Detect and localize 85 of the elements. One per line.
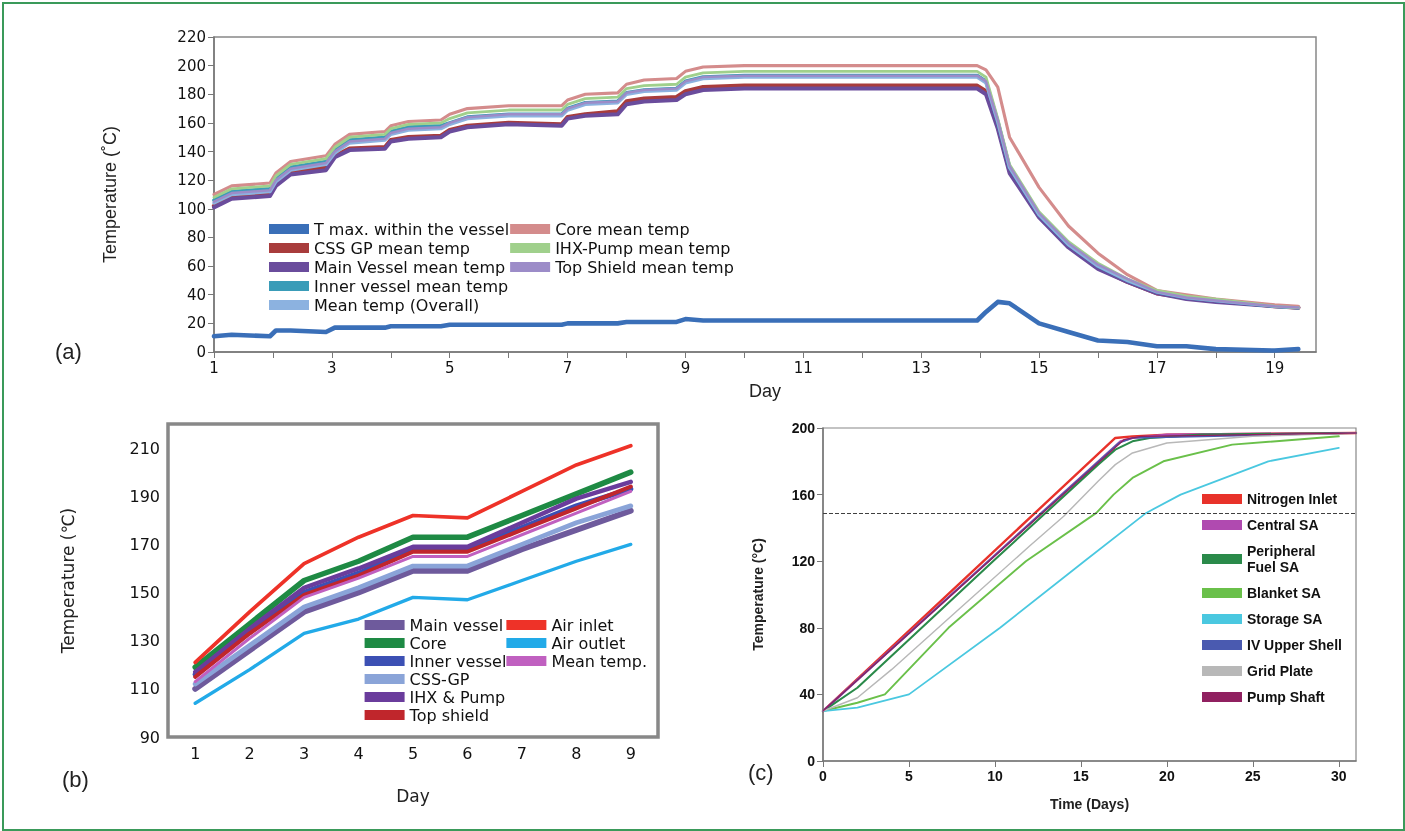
y-axis-title: Temperature (°C) bbox=[750, 538, 766, 651]
y-tick-label: 60 bbox=[186, 257, 206, 276]
x-tick-label: 1 bbox=[209, 358, 219, 377]
legend-label: Central SA bbox=[1247, 517, 1319, 533]
legend-label: Inner vessel bbox=[409, 651, 507, 671]
x-tick-label: 3 bbox=[327, 358, 337, 377]
y-tick-label: 100 bbox=[177, 199, 206, 218]
text: (b) bbox=[62, 766, 89, 792]
x-tick-label: 15 bbox=[1073, 768, 1089, 784]
y-tick-label: 160 bbox=[177, 113, 206, 132]
legend-label: Air outlet bbox=[551, 633, 626, 653]
y-axis-title: Temperature (˚C) bbox=[100, 125, 120, 264]
x-tick-label: 6 bbox=[462, 743, 473, 763]
legend-label: Core mean temp bbox=[555, 219, 690, 239]
y-tick-label: 200 bbox=[791, 420, 816, 436]
y-tick-label: 0 bbox=[196, 343, 206, 361]
x-tick-label: 9 bbox=[625, 743, 636, 763]
y-tick-label: 180 bbox=[177, 85, 206, 104]
legend-label: Blanket SA bbox=[1247, 585, 1321, 601]
y-tick-label: 40 bbox=[799, 686, 816, 703]
y-tick-label: 160 bbox=[791, 486, 816, 503]
y-tick-label: 150 bbox=[129, 583, 160, 603]
y-tick-label: 190 bbox=[129, 486, 160, 506]
y-tick-label: 170 bbox=[129, 534, 160, 554]
line-series bbox=[211, 299, 1301, 353]
legend-label: IHX-Pump mean temp bbox=[555, 238, 731, 258]
x-tick-label: 9 bbox=[680, 358, 691, 377]
y-tick-label: 140 bbox=[177, 142, 206, 161]
y-tick-label: 80 bbox=[186, 228, 206, 247]
x-tick-label: 5 bbox=[407, 743, 419, 763]
y-tick-label: 40 bbox=[186, 285, 206, 304]
x-tick-label: 30 bbox=[1331, 768, 1347, 784]
legend-label: Air inlet bbox=[551, 615, 614, 635]
legend-label: T max. within the vessel bbox=[313, 219, 510, 239]
legend-label: Storage SA bbox=[1247, 611, 1323, 627]
legend-label: Nitrogen Inlet bbox=[1247, 491, 1338, 507]
legend-label: CSS-GP bbox=[409, 669, 470, 689]
x-tick-label: 1 bbox=[190, 743, 201, 763]
y-tick-label: 20 bbox=[186, 314, 206, 333]
y-tick-label: 120 bbox=[791, 553, 816, 570]
x-tick-label: 7 bbox=[562, 358, 573, 377]
y-tick-label: 220 bbox=[177, 28, 206, 46]
legend-label: Peripheral Fuel SA bbox=[1247, 543, 1320, 575]
x-tick-label: 3 bbox=[299, 743, 310, 763]
x-tick-label: 11 bbox=[793, 358, 813, 377]
y-tick-label: 210 bbox=[129, 438, 160, 458]
legend-label: Inner vessel mean temp bbox=[314, 276, 509, 296]
legend-label: Grid Plate bbox=[1247, 663, 1314, 679]
legend-label: CSS GP mean temp bbox=[314, 238, 471, 258]
legend-label: Mean temp. bbox=[551, 651, 647, 671]
legend-label: Main Vessel mean temp bbox=[314, 257, 506, 277]
y-tick-label: 90 bbox=[139, 727, 160, 747]
legend-label: Main vessel bbox=[409, 615, 504, 635]
x-tick-label: 7 bbox=[516, 743, 527, 763]
legend-label: IV Upper Shell bbox=[1247, 637, 1342, 653]
x-tick-label: 25 bbox=[1245, 768, 1261, 784]
x-tick-label: 15 bbox=[1029, 358, 1049, 377]
y-axis-title: Temperature (℃) bbox=[57, 507, 78, 655]
y-tick-label: 120 bbox=[177, 171, 206, 190]
x-tick-label: 10 bbox=[987, 768, 1003, 784]
x-axis-title: Time (Days) bbox=[1049, 796, 1130, 812]
x-axis-title: Day bbox=[748, 381, 782, 401]
x-tick-label: 0 bbox=[819, 768, 828, 784]
x-tick-label: 13 bbox=[911, 358, 931, 377]
legend-label: Top shield bbox=[408, 705, 490, 725]
legend-label: Top Shield mean temp bbox=[554, 257, 734, 277]
legend-label: Core bbox=[409, 633, 447, 653]
y-tick-label: 80 bbox=[799, 619, 816, 636]
y-tick-label: 110 bbox=[129, 679, 160, 699]
x-tick-label: 5 bbox=[905, 768, 914, 784]
x-tick-label: 17 bbox=[1147, 358, 1167, 377]
x-tick-label: 19 bbox=[1265, 358, 1285, 377]
text: (a) bbox=[55, 338, 82, 364]
y-tick-label: 200 bbox=[177, 56, 206, 75]
x-tick-label: 8 bbox=[571, 743, 582, 763]
x-tick-label: 2 bbox=[244, 743, 255, 763]
text: (c) bbox=[748, 759, 774, 785]
x-tick-label: 5 bbox=[444, 358, 455, 377]
legend-label: IHX & Pump bbox=[409, 687, 506, 707]
x-tick-label: 4 bbox=[353, 743, 364, 763]
x-axis-title: Day bbox=[396, 785, 430, 806]
x-tick-label: 20 bbox=[1159, 768, 1175, 784]
y-tick-label: 130 bbox=[129, 631, 160, 651]
legend-label: Mean temp (Overall) bbox=[314, 295, 480, 315]
legend-label: Pump Shaft bbox=[1247, 689, 1326, 705]
